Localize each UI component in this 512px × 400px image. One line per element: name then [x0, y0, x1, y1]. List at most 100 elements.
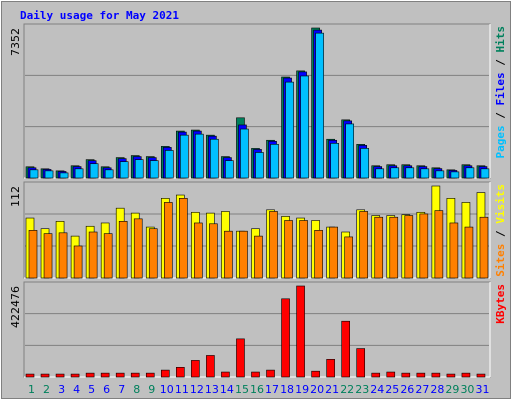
bar: [435, 170, 445, 179]
bar: [311, 370, 320, 378]
bar: [344, 236, 353, 279]
bar: [134, 159, 144, 179]
legend-entry: KBytes: [494, 284, 507, 324]
bar: [446, 373, 456, 378]
x-tick-label: 13: [205, 383, 219, 396]
bar: [419, 213, 429, 279]
bar: [465, 167, 475, 179]
x-tick-label: 1: [28, 383, 35, 396]
bar: [461, 372, 471, 378]
bar: [59, 172, 69, 179]
bar: [285, 81, 294, 179]
bar: [119, 161, 129, 179]
x-tick-label: 30: [460, 383, 474, 396]
x-tick-label: 23: [355, 383, 369, 396]
legend-separator: /: [494, 106, 507, 126]
bar: [43, 233, 53, 279]
y-tick-label: 7352: [9, 28, 22, 56]
x-tick-label: 10: [160, 383, 174, 396]
bar: [450, 171, 460, 179]
bar: [40, 373, 50, 378]
bar: [269, 211, 278, 279]
plot-area: [23, 281, 491, 378]
bar: [266, 369, 275, 378]
x-tick-label: 21: [325, 383, 339, 396]
bar: [341, 320, 350, 378]
x-tick-label: 18: [280, 383, 294, 396]
bar: [239, 230, 248, 279]
bar: [148, 228, 158, 279]
bar: [389, 216, 399, 279]
bar: [315, 32, 324, 179]
bar: [104, 169, 114, 179]
bar: [88, 231, 98, 279]
legend-separator: /: [494, 53, 507, 73]
bar: [420, 168, 430, 179]
x-tick-label: 2: [43, 383, 50, 396]
x-tick-label: 24: [370, 383, 384, 396]
x-tick-label: 5: [88, 383, 95, 396]
bar: [326, 359, 335, 378]
x-tick-label: 17: [265, 383, 279, 396]
bar: [164, 150, 174, 179]
bar: [210, 138, 219, 179]
bar: [281, 298, 290, 378]
bar: [300, 75, 309, 179]
bar: [371, 372, 381, 378]
chart-title: Daily usage for May 2021: [20, 9, 179, 22]
bar: [296, 285, 305, 378]
bar: [255, 152, 264, 179]
bar: [224, 230, 233, 279]
bar: [28, 230, 38, 279]
bar: [29, 169, 39, 179]
bar: [240, 128, 249, 179]
bar: [73, 245, 83, 279]
x-tick-label: 20: [310, 383, 324, 396]
bar: [464, 226, 474, 279]
bar: [284, 220, 293, 279]
bar: [100, 372, 110, 378]
x-tick-label: 19: [295, 383, 309, 396]
bar: [191, 360, 200, 378]
bar: [359, 211, 369, 279]
y-tick-label: 422476: [9, 286, 22, 328]
bar: [145, 372, 155, 378]
bar: [404, 215, 414, 279]
bar: [360, 148, 370, 179]
bar: [416, 372, 426, 378]
legend-entry: Files: [494, 72, 507, 105]
bar: [251, 371, 260, 378]
x-tick-label: 7: [118, 383, 125, 396]
legend: KBytes: [494, 284, 507, 324]
bar: [130, 372, 140, 378]
bar: [70, 373, 80, 378]
bar: [44, 170, 54, 179]
bar: [299, 220, 308, 279]
x-tick-label: 15: [235, 383, 249, 396]
bar: [330, 143, 339, 179]
bar: [375, 168, 385, 179]
bar: [115, 372, 125, 378]
legend-entry: Visits: [494, 184, 507, 224]
bar: [176, 367, 185, 378]
bar: [225, 160, 234, 179]
x-tick-label: 9: [148, 383, 155, 396]
x-tick-label: 14: [220, 383, 234, 396]
legend-entry: Pages: [494, 125, 507, 158]
bar: [160, 369, 170, 378]
bar: [386, 371, 396, 378]
bar: [390, 167, 400, 179]
bar: [25, 373, 35, 378]
x-tick-label: 16: [250, 383, 264, 396]
bar: [206, 355, 215, 378]
x-tick-label: 3: [58, 383, 65, 396]
bar: [479, 216, 489, 279]
bar: [476, 373, 486, 378]
bar: [149, 160, 159, 179]
x-tick-label: 4: [73, 383, 80, 396]
legend-entry: Sites: [494, 244, 507, 277]
bar: [118, 221, 128, 279]
legend-entry: Hits: [494, 26, 507, 53]
bar: [449, 222, 459, 279]
